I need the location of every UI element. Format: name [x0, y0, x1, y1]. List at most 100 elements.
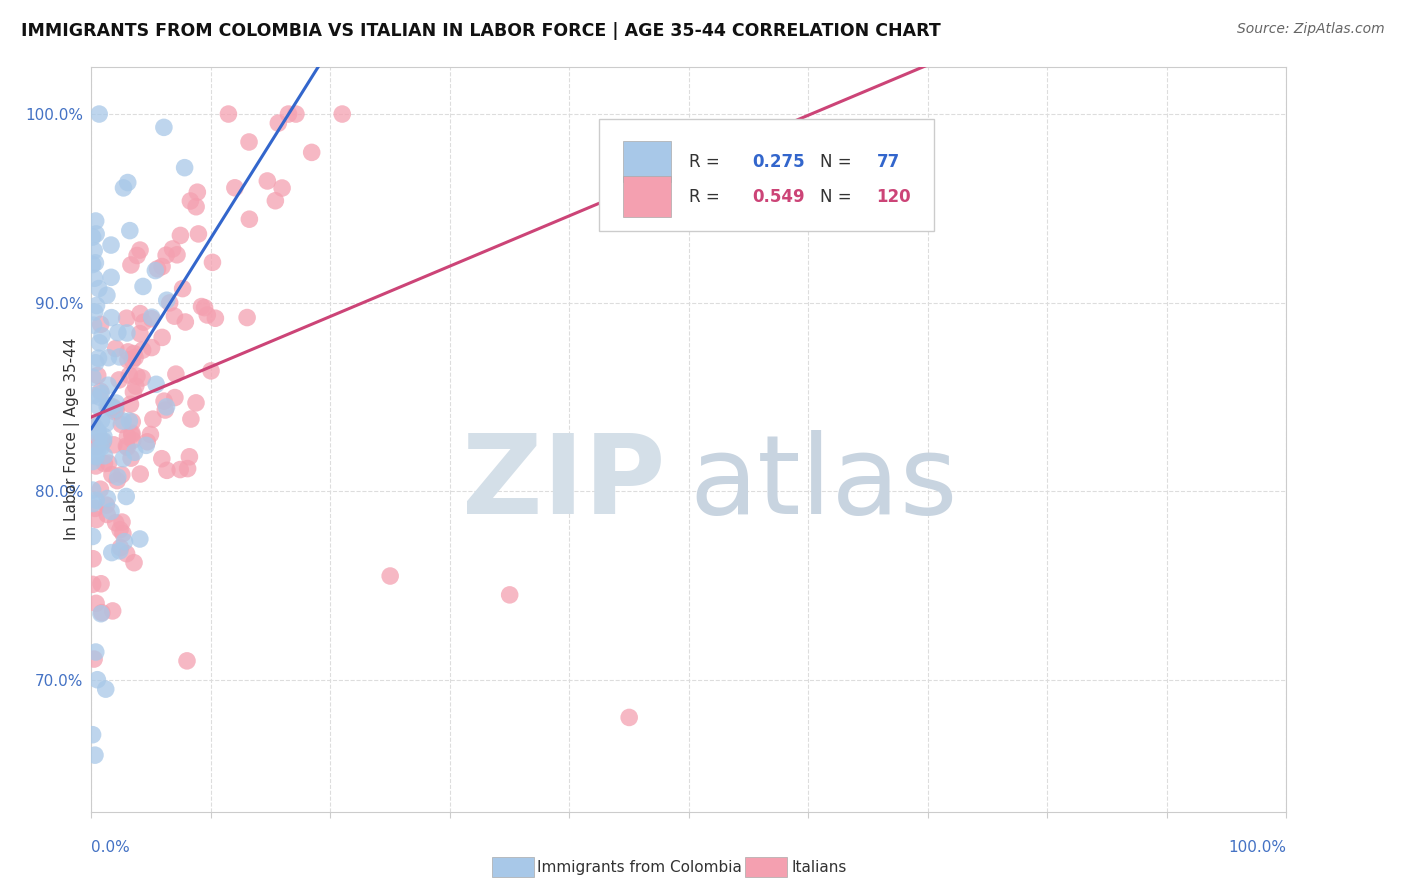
Point	[82, 497, 104, 511]
Point	[129, 467, 152, 481]
Point	[82, 230, 104, 244]
Point	[131, 343, 153, 358]
Point	[111, 467, 134, 482]
Point	[271, 181, 294, 195]
Point	[97, 378, 120, 392]
Point	[176, 654, 198, 668]
Point	[156, 293, 179, 308]
Point	[84, 227, 107, 241]
Point	[120, 397, 142, 411]
Point	[179, 194, 201, 208]
Point	[378, 569, 402, 583]
Point	[118, 224, 141, 238]
Point	[82, 454, 104, 468]
Point	[96, 400, 118, 414]
Point	[155, 403, 177, 417]
Point	[105, 396, 128, 410]
Point	[97, 351, 120, 365]
Point	[118, 368, 141, 383]
Point	[159, 296, 181, 310]
Point	[277, 107, 299, 121]
Point	[90, 318, 112, 332]
Point	[174, 315, 197, 329]
Point	[267, 116, 290, 130]
Point	[150, 330, 173, 344]
Point	[90, 386, 112, 401]
Point	[87, 351, 110, 366]
Point	[93, 457, 115, 471]
Point	[117, 345, 139, 359]
Point	[90, 384, 112, 399]
Point	[96, 508, 118, 522]
Point	[115, 441, 138, 455]
Point	[236, 310, 259, 325]
Text: IMMIGRANTS FROM COLOMBIA VS ITALIAN IN LABOR FORCE | AGE 35-44 CORRELATION CHART: IMMIGRANTS FROM COLOMBIA VS ITALIAN IN L…	[21, 22, 941, 40]
Point	[155, 248, 177, 262]
Point	[141, 311, 163, 326]
Point	[115, 439, 138, 453]
Point	[84, 214, 107, 228]
Point	[90, 441, 112, 455]
Point	[166, 248, 188, 262]
Point	[104, 516, 127, 530]
Text: N =: N =	[821, 153, 858, 171]
Point	[132, 315, 155, 329]
Point	[111, 515, 134, 529]
Point	[173, 161, 195, 175]
Point	[141, 310, 163, 325]
FancyBboxPatch shape	[599, 119, 934, 231]
Point	[84, 420, 107, 434]
Point	[172, 282, 194, 296]
Point	[111, 526, 134, 541]
Point	[115, 547, 138, 561]
Point	[105, 403, 128, 417]
Point	[82, 483, 104, 497]
Text: R =: R =	[689, 153, 725, 171]
Point	[330, 107, 353, 121]
Point	[84, 449, 107, 463]
Point	[122, 346, 145, 360]
Point	[238, 212, 260, 227]
Text: ZIP: ZIP	[461, 431, 665, 538]
Point	[153, 394, 176, 409]
Point	[121, 427, 143, 442]
Point	[91, 434, 114, 449]
Text: Source: ZipAtlas.com: Source: ZipAtlas.com	[1237, 22, 1385, 37]
Point	[184, 200, 207, 214]
Point	[84, 501, 107, 516]
Point	[100, 310, 122, 325]
Point	[120, 451, 142, 466]
Point	[89, 335, 111, 350]
Point	[90, 606, 112, 620]
Point	[135, 438, 157, 452]
Point	[115, 326, 138, 340]
Point	[117, 353, 139, 368]
Point	[97, 456, 120, 470]
Point	[112, 414, 135, 428]
Point	[84, 645, 107, 659]
Point	[619, 710, 641, 724]
Point	[90, 413, 112, 427]
Point	[117, 176, 139, 190]
Point	[83, 244, 105, 258]
Point	[141, 341, 163, 355]
Point	[498, 588, 520, 602]
Point	[112, 451, 135, 466]
Point	[83, 318, 105, 333]
Text: 120: 120	[876, 188, 911, 206]
Point	[132, 279, 155, 293]
Point	[190, 300, 212, 314]
Point	[125, 369, 148, 384]
Point	[86, 440, 108, 454]
Point	[129, 243, 152, 257]
Text: Italians: Italians	[792, 860, 846, 874]
Point	[153, 120, 176, 135]
Point	[121, 415, 143, 429]
Point	[87, 282, 110, 296]
Point	[108, 350, 131, 364]
Point	[100, 545, 122, 559]
Text: 0.275: 0.275	[752, 153, 804, 171]
Point	[121, 426, 143, 441]
Point	[112, 181, 135, 195]
Point	[89, 482, 111, 496]
